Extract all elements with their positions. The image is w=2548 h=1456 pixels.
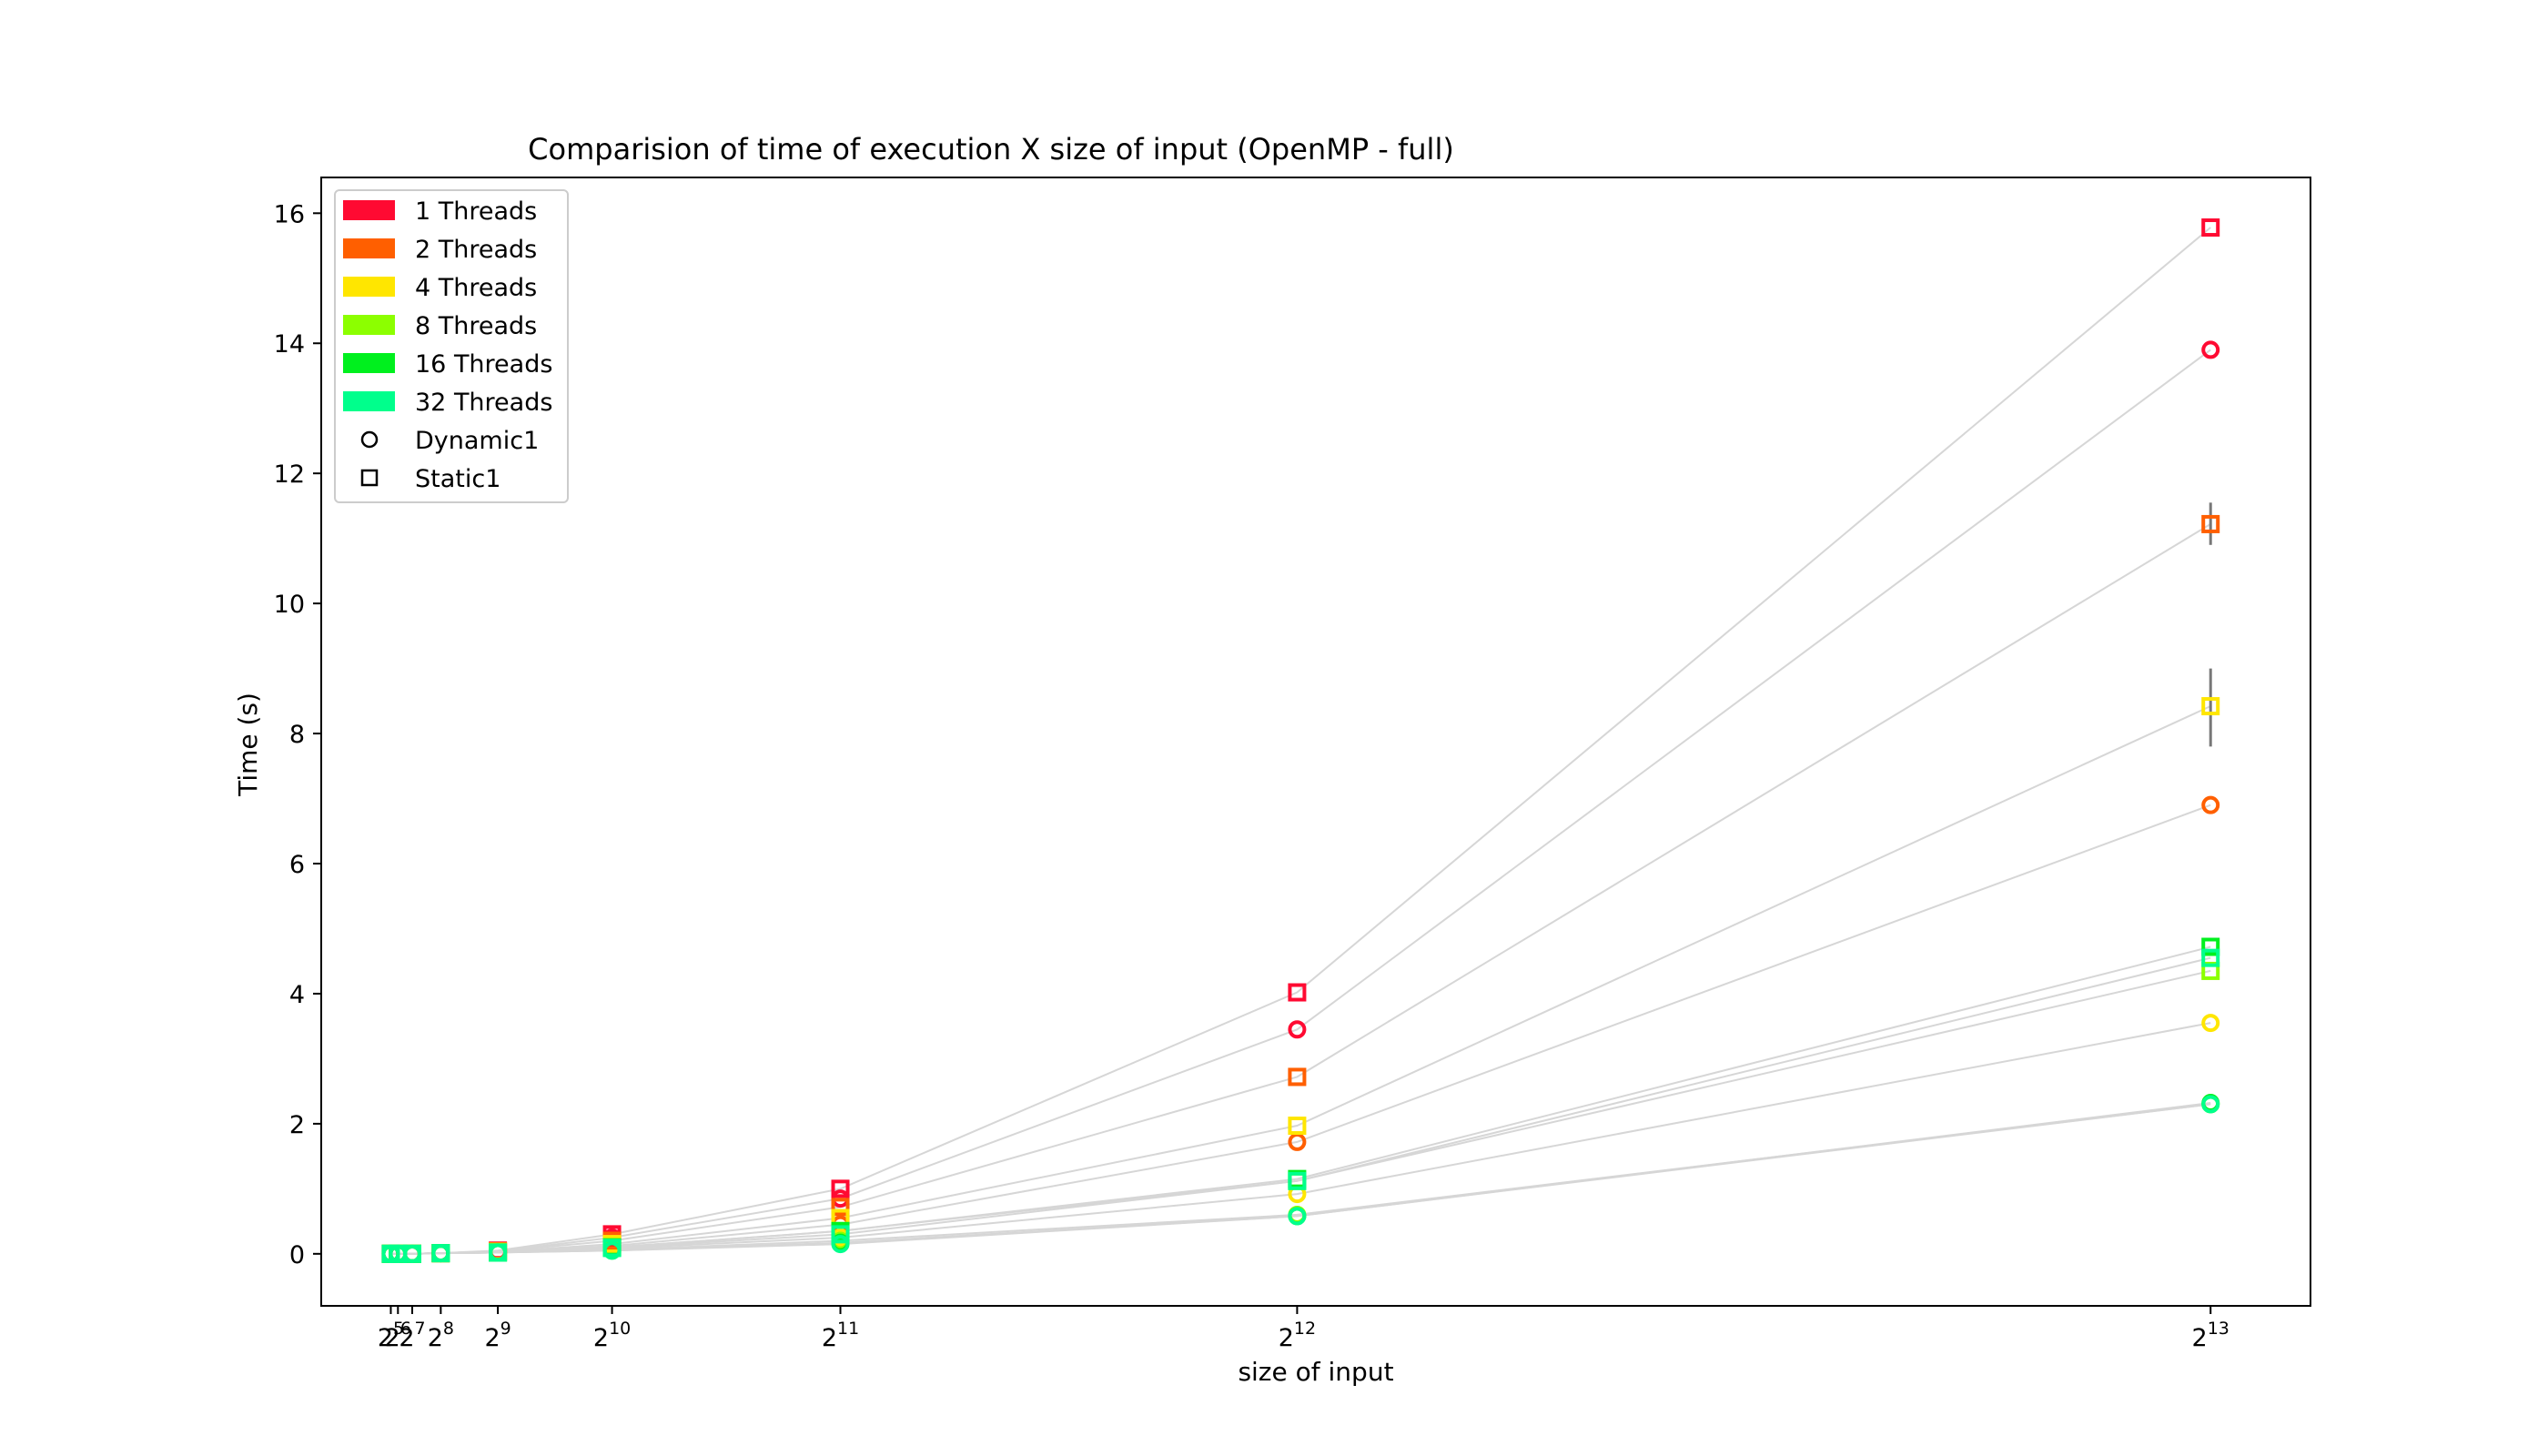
data-point-32t-dynamic1 — [489, 1243, 508, 1262]
y-tick-label: 14 — [274, 330, 305, 359]
y-axis-label: Time (s) — [233, 693, 263, 797]
x-tick-label: 26 — [385, 1319, 411, 1352]
legend-label: Static1 — [415, 465, 500, 493]
x-axis-label: size of input — [1238, 1357, 1393, 1387]
y-tick-label: 12 — [274, 460, 305, 489]
data-point-1t-static1 — [2201, 218, 2220, 238]
legend-label: 16 Threads — [415, 350, 552, 379]
connector-line-32-dynamic1 — [390, 1103, 2211, 1255]
y-tick-label: 16 — [274, 200, 305, 228]
data-point-32t-dynamic1 — [831, 1235, 850, 1254]
x-tick-label: 213 — [2192, 1319, 2230, 1352]
legend-label: 8 Threads — [415, 312, 537, 340]
legend-swatch — [343, 391, 395, 411]
data-point-2t-static1 — [2201, 514, 2220, 533]
legend-label: 2 Threads — [415, 236, 537, 264]
x-tick-label: 212 — [1279, 1319, 1316, 1352]
y-tick-label: 2 — [289, 1111, 305, 1139]
data-point-4t-static1 — [1288, 1117, 1307, 1136]
y-tick-label: 0 — [289, 1241, 305, 1269]
y-tick-label: 10 — [274, 591, 305, 619]
data-point-2t-dynamic1 — [2201, 795, 2220, 814]
data-point-1t-static1 — [831, 1179, 850, 1198]
data-point-32t-static1 — [2201, 948, 2220, 967]
data-point-32t-dynamic1 — [2201, 1095, 2220, 1114]
data-point-1t-dynamic1 — [1288, 1020, 1307, 1039]
legend-swatch — [343, 353, 395, 373]
legend-label: 1 Threads — [415, 197, 537, 226]
legend-label: Dynamic1 — [415, 427, 539, 455]
connector-lines — [390, 227, 2211, 1255]
x-tick-label: 28 — [428, 1319, 454, 1352]
data-point-1t-static1 — [1288, 983, 1307, 1002]
legend-swatch — [343, 277, 395, 297]
data-point-32t-dynamic1 — [381, 1244, 400, 1263]
legend-circle-marker — [360, 430, 379, 449]
data-point-16t-static1 — [2201, 937, 2220, 956]
legend-box — [334, 189, 569, 503]
x-tick-label: 211 — [822, 1319, 859, 1352]
legend-swatch — [343, 315, 395, 335]
data-point-32t-static1 — [1288, 1171, 1307, 1190]
x-tick-label: 29 — [484, 1319, 511, 1352]
data-point-32t-dynamic1 — [402, 1244, 421, 1263]
plot-frame — [320, 177, 2311, 1307]
legend: 1 Threads 2 Threads 4 Threads 8 Threads 16 T… — [334, 189, 569, 503]
data-point-4t-dynamic1 — [2201, 1014, 2220, 1033]
x-tick-label: 210 — [593, 1319, 631, 1352]
connector-line-2-static1 — [390, 523, 2211, 1255]
legend-swatch — [343, 200, 395, 220]
data-point-2t-static1 — [831, 1198, 850, 1217]
connector-line-1-static1 — [390, 227, 2211, 1255]
data-point-32t-dynamic1 — [1288, 1207, 1307, 1226]
chart-title: Comparision of time of execution X size … — [528, 132, 1454, 167]
y-tick-label: 4 — [289, 981, 305, 1009]
legend-square-marker — [360, 469, 379, 487]
data-point-2t-static1 — [1288, 1067, 1307, 1087]
data-point-32t-dynamic1 — [431, 1244, 450, 1263]
x-tick-label: 25 — [378, 1319, 404, 1352]
y-tick-label: 6 — [289, 851, 305, 879]
data-point-32t-dynamic1 — [602, 1241, 622, 1260]
legend-swatch — [343, 238, 395, 258]
y-axis-ticks: 0 2 4 6 8 10 12 14 16 — [274, 200, 321, 1269]
data-markers — [381, 218, 2220, 1263]
legend-label: 4 Threads — [415, 274, 537, 302]
legend-label: 32 Threads — [415, 389, 552, 417]
x-tick-label: 27 — [399, 1319, 425, 1352]
data-point-1t-dynamic1 — [2201, 340, 2220, 359]
data-point-32t-static1 — [831, 1225, 850, 1244]
y-tick-label: 8 — [289, 721, 305, 749]
data-point-4t-static1 — [2201, 697, 2220, 716]
